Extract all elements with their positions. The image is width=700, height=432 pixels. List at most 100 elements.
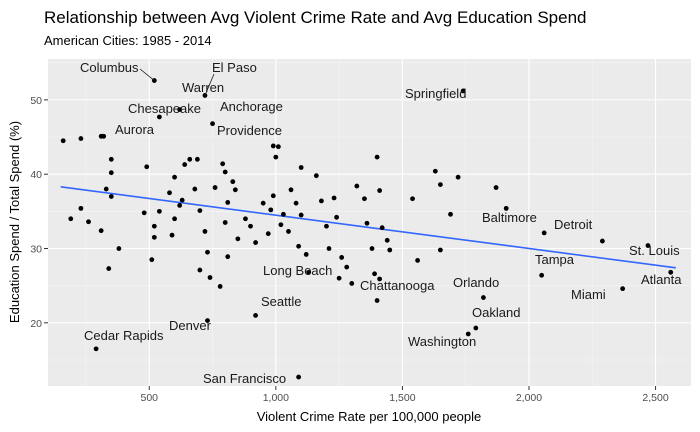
label-leader-line bbox=[204, 73, 215, 96]
data-point bbox=[324, 223, 329, 229]
data-point bbox=[374, 154, 380, 160]
data-point bbox=[167, 190, 172, 196]
data-point bbox=[298, 165, 304, 170]
data-point bbox=[220, 161, 226, 167]
x-tick-label: 2,500 bbox=[642, 392, 668, 404]
data-point bbox=[232, 187, 238, 193]
data-point bbox=[108, 170, 114, 176]
data-point bbox=[169, 232, 175, 238]
label-leader-line bbox=[139, 68, 155, 81]
data-point bbox=[78, 136, 84, 141]
data-point bbox=[235, 236, 241, 242]
data-point bbox=[260, 200, 266, 206]
data-point bbox=[349, 281, 355, 286]
data-point bbox=[364, 220, 370, 226]
data-point bbox=[374, 298, 380, 303]
data-point bbox=[369, 246, 375, 251]
point-label: El Paso bbox=[212, 60, 257, 75]
point-label: Springfield bbox=[405, 86, 466, 101]
data-point bbox=[281, 211, 286, 217]
data-point bbox=[278, 222, 284, 228]
data-point bbox=[473, 325, 479, 331]
data-point bbox=[306, 269, 312, 275]
y-tick-label: 40 bbox=[30, 169, 42, 181]
data-point bbox=[207, 275, 213, 280]
data-point bbox=[177, 203, 183, 208]
point-label: Washington bbox=[408, 334, 476, 349]
data-point bbox=[210, 121, 215, 127]
data-point bbox=[275, 144, 281, 150]
chart-subtitle: American Cities: 1985 - 2014 bbox=[44, 33, 212, 48]
data-point bbox=[205, 318, 210, 323]
data-point bbox=[98, 228, 104, 234]
data-point bbox=[336, 275, 342, 281]
point-labels: Columbus El Paso Warren Chesapeake Anchorage… bbox=[80, 60, 682, 386]
data-point bbox=[243, 216, 248, 222]
data-point bbox=[455, 174, 461, 180]
data-point bbox=[319, 198, 324, 204]
data-point bbox=[144, 164, 150, 170]
data-point bbox=[379, 225, 385, 231]
data-point bbox=[668, 269, 674, 275]
data-point bbox=[68, 216, 74, 222]
data-point bbox=[108, 194, 114, 199]
data-point bbox=[217, 284, 223, 289]
y-axis-title: Education Spend / Total Spend (%) bbox=[7, 121, 22, 323]
data-point bbox=[286, 229, 291, 234]
point-label: Cedar Rapids bbox=[84, 328, 164, 343]
data-point bbox=[172, 216, 177, 222]
data-point bbox=[362, 196, 367, 202]
data-point bbox=[212, 185, 218, 190]
data-point bbox=[172, 174, 177, 180]
data-point bbox=[141, 210, 147, 216]
data-point bbox=[296, 243, 302, 249]
data-point bbox=[265, 231, 271, 237]
trendline bbox=[60, 186, 676, 269]
data-point bbox=[151, 234, 157, 240]
data-point bbox=[344, 264, 350, 270]
x-tick-label: 2,000 bbox=[516, 392, 542, 404]
data-point bbox=[539, 272, 545, 278]
data-point bbox=[460, 88, 466, 94]
point-label: Long Beach bbox=[263, 263, 332, 278]
data-point bbox=[377, 276, 383, 282]
data-point bbox=[270, 193, 276, 199]
data-point bbox=[253, 312, 258, 318]
x-tick-label: 1,000 bbox=[263, 392, 289, 404]
data-point bbox=[273, 154, 279, 160]
data-point bbox=[432, 168, 438, 174]
point-label: Miami bbox=[571, 287, 606, 302]
data-point bbox=[253, 240, 258, 245]
data-point bbox=[599, 238, 605, 244]
data-point bbox=[268, 207, 274, 213]
data-point bbox=[415, 258, 420, 263]
trendline-group bbox=[60, 186, 676, 269]
data-point bbox=[248, 223, 253, 229]
grid-major bbox=[48, 59, 691, 386]
data-point bbox=[108, 156, 114, 162]
grid-minor bbox=[48, 59, 691, 386]
point-label: San Francisco bbox=[203, 371, 286, 386]
point-label: Atlanta bbox=[641, 272, 682, 287]
data-point bbox=[645, 243, 651, 248]
data-point bbox=[202, 229, 208, 234]
x-axis-title: Violent Crime Rate per 100,000 people bbox=[257, 409, 482, 424]
data-point bbox=[296, 374, 302, 380]
data-point bbox=[192, 186, 198, 192]
data-point bbox=[448, 211, 453, 217]
data-point bbox=[270, 143, 276, 149]
data-point bbox=[503, 205, 509, 211]
y-tick-label: 50 bbox=[30, 95, 42, 107]
point-label: Aurora bbox=[115, 122, 155, 137]
data-point bbox=[541, 230, 547, 236]
data-point bbox=[377, 188, 383, 193]
point-label: Detroit bbox=[554, 217, 593, 232]
plot-panel bbox=[48, 59, 691, 386]
point-label: Seattle bbox=[261, 294, 301, 309]
x-tick-label: 500 bbox=[140, 392, 158, 404]
y-tick-label: 20 bbox=[30, 318, 42, 330]
data-point bbox=[156, 208, 162, 214]
data-point bbox=[182, 162, 188, 167]
data-point bbox=[101, 133, 107, 139]
data-point bbox=[116, 246, 122, 251]
